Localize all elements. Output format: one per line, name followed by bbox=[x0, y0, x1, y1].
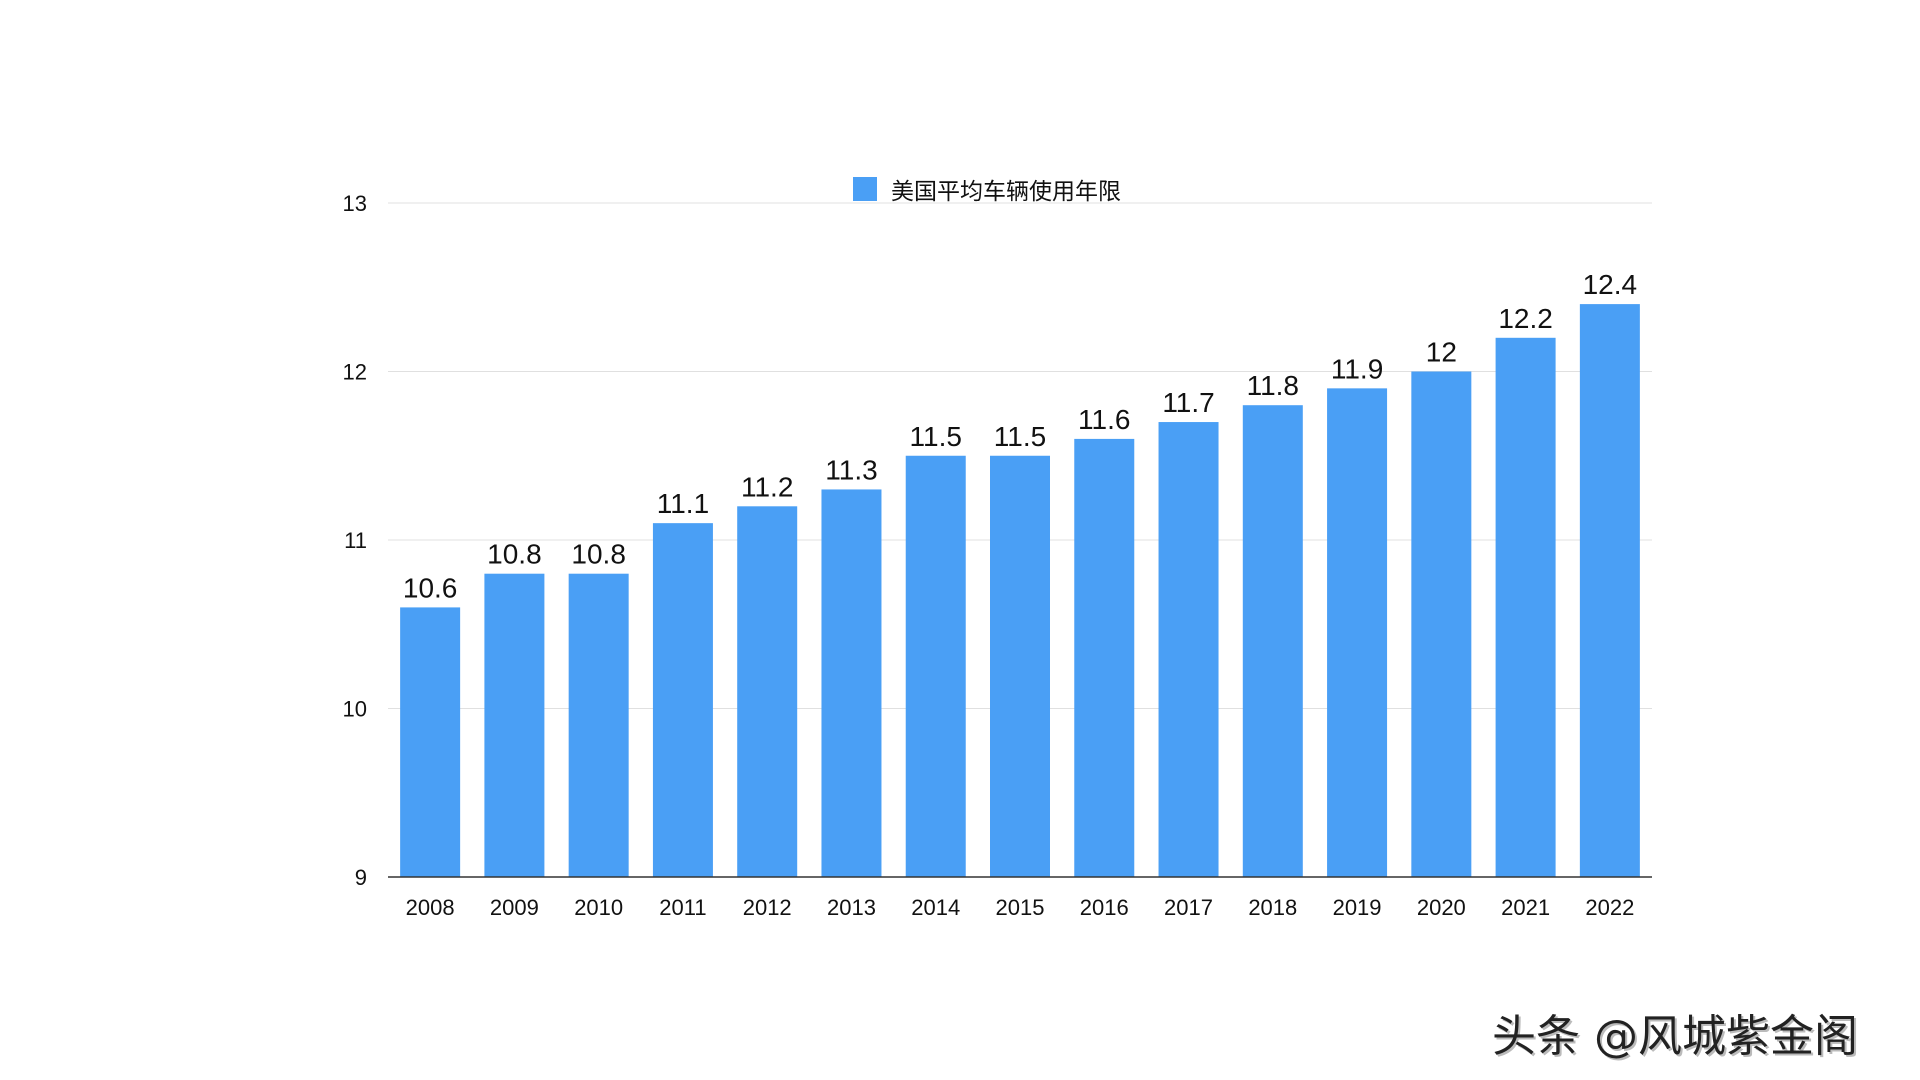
y-tick-label: 10 bbox=[343, 697, 367, 722]
x-tick-label: 2018 bbox=[1248, 895, 1297, 920]
x-tick-label: 2008 bbox=[406, 895, 455, 920]
x-tick-label: 2010 bbox=[574, 895, 623, 920]
x-tick-label: 2012 bbox=[743, 895, 792, 920]
y-tick-label: 11 bbox=[344, 528, 367, 553]
bar bbox=[400, 607, 461, 877]
bar bbox=[990, 455, 1050, 877]
data-label: 11.8 bbox=[1247, 370, 1299, 401]
bar bbox=[484, 573, 545, 877]
bar bbox=[652, 523, 713, 877]
x-tick-label: 2013 bbox=[827, 895, 876, 920]
data-label: 12.4 bbox=[1583, 269, 1638, 300]
x-tick-label: 2017 bbox=[1164, 895, 1213, 920]
x-tick-label: 2016 bbox=[1080, 895, 1129, 920]
y-tick-label: 9 bbox=[355, 865, 367, 890]
bar bbox=[1327, 388, 1388, 877]
x-tick-label: 2011 bbox=[659, 895, 706, 920]
bar bbox=[1158, 422, 1219, 877]
x-tick-label: 2014 bbox=[911, 895, 960, 920]
data-label: 10.8 bbox=[571, 539, 626, 570]
x-tick-label: 2009 bbox=[490, 895, 539, 920]
data-label: 11.7 bbox=[1162, 387, 1214, 418]
data-label: 10.6 bbox=[403, 572, 458, 603]
watermark: 头条 @风城紫金阁 bbox=[1492, 1011, 1858, 1062]
data-label: 11.2 bbox=[741, 471, 793, 502]
x-tick-label: 2020 bbox=[1417, 895, 1466, 920]
y-tick-label: 12 bbox=[343, 360, 367, 385]
legend-swatch bbox=[853, 177, 877, 201]
bar bbox=[1242, 405, 1303, 877]
bar bbox=[1495, 337, 1556, 877]
data-label: 11.5 bbox=[910, 421, 962, 452]
bar bbox=[1411, 371, 1472, 877]
data-label: 12 bbox=[1426, 337, 1457, 368]
data-label: 10.8 bbox=[487, 539, 542, 570]
data-label: 11.3 bbox=[825, 454, 877, 485]
legend: 美国平均车辆使用年限 bbox=[853, 172, 1121, 206]
bar bbox=[737, 506, 798, 877]
legend-label: 美国平均车辆使用年限 bbox=[891, 179, 1121, 205]
data-label: 11.6 bbox=[1078, 404, 1130, 435]
data-label: 12.2 bbox=[1498, 303, 1553, 334]
x-tick-label: 2019 bbox=[1333, 895, 1382, 920]
x-tick-label: 2022 bbox=[1585, 895, 1634, 920]
bar bbox=[568, 573, 629, 877]
bar bbox=[821, 489, 882, 877]
data-label: 11.5 bbox=[994, 421, 1046, 452]
data-label: 11.1 bbox=[657, 488, 709, 519]
bar bbox=[1579, 304, 1640, 878]
y-tick-label: 13 bbox=[343, 191, 367, 216]
data-label: 11.9 bbox=[1331, 353, 1383, 384]
x-tick-label: 2021 bbox=[1501, 895, 1550, 920]
bar bbox=[905, 455, 966, 877]
bar bbox=[1074, 438, 1135, 877]
x-tick-label: 2015 bbox=[996, 895, 1045, 920]
